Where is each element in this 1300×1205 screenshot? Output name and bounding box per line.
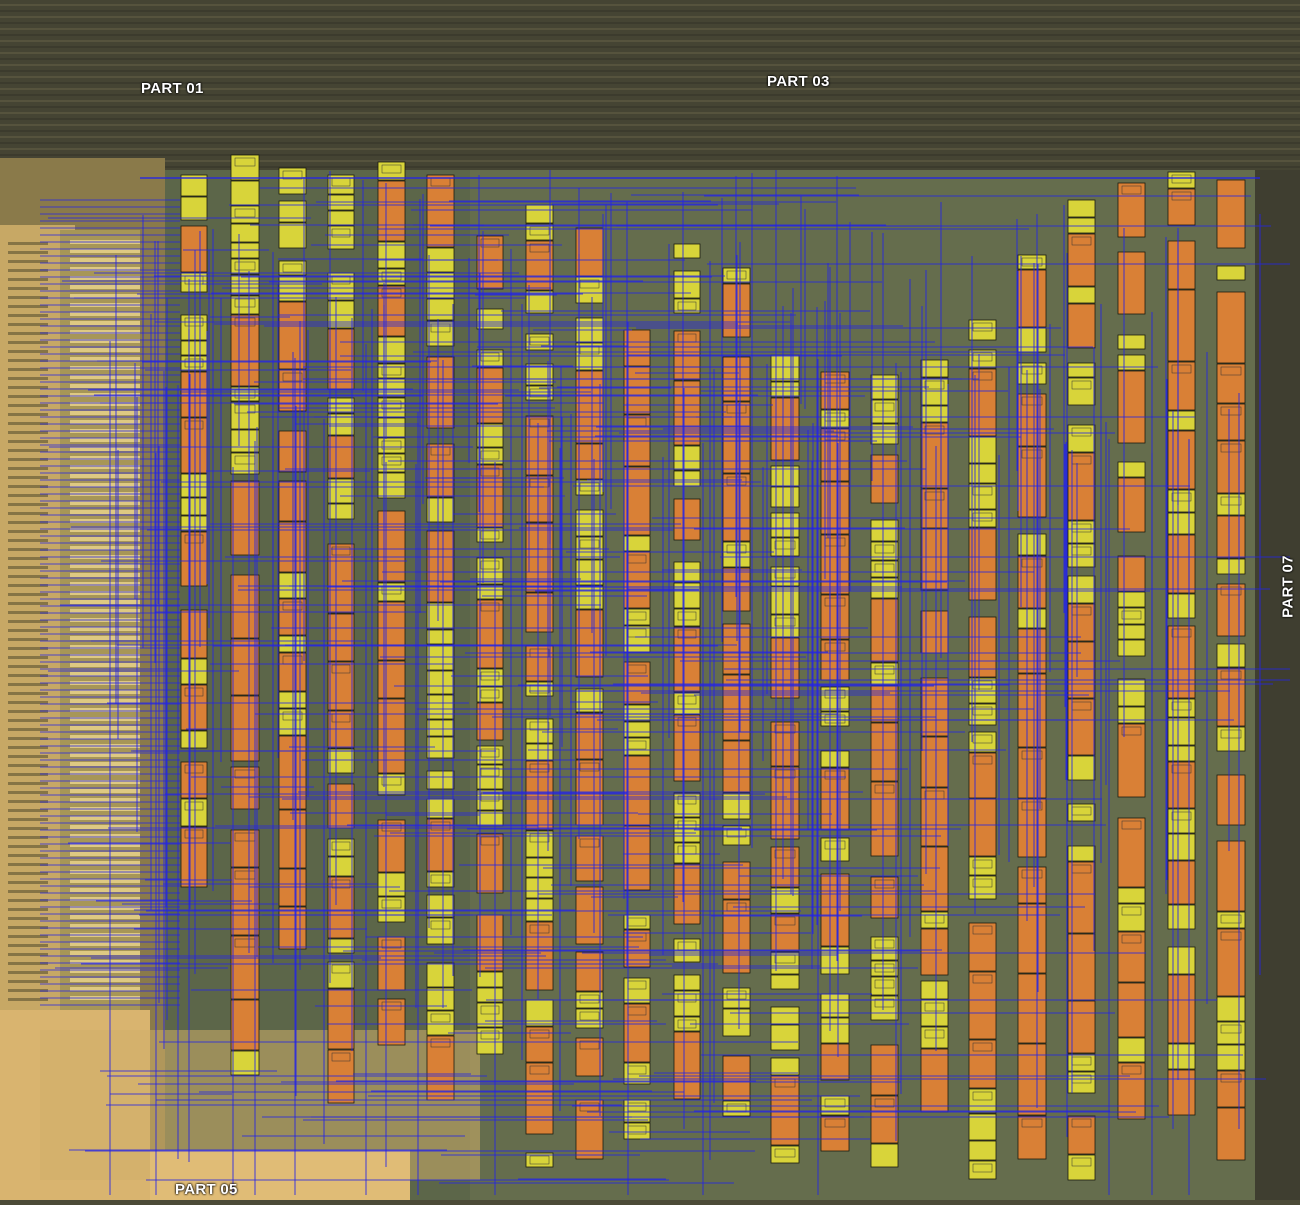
part-03-label: PART 03 [767,73,830,90]
part-05-label: PART 05 [175,1181,238,1198]
top-metal-stripes [0,4,1300,168]
right-routing-strip [1255,170,1300,1200]
routing-overlay [40,170,1290,1195]
part-07-label: PART 07 [1279,555,1297,618]
bottom-pad [150,1150,410,1200]
part-01-label: PART 01 [141,80,204,97]
